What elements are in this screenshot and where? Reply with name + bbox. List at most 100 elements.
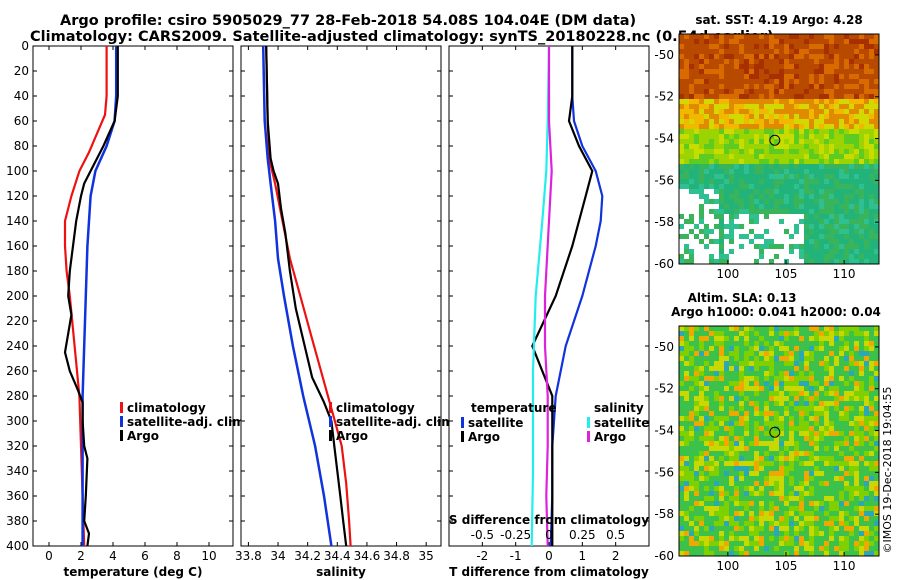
map-cell xyxy=(779,199,785,205)
map-cell xyxy=(734,49,740,55)
map-cell xyxy=(679,496,685,502)
map-cell xyxy=(799,496,805,502)
map-cell xyxy=(689,346,695,352)
map-cell xyxy=(734,124,740,130)
map-cell xyxy=(789,199,795,205)
map-cell xyxy=(819,134,825,140)
map-cell xyxy=(704,521,710,527)
map-cell xyxy=(844,411,850,417)
map-cell xyxy=(799,346,805,352)
map-cell xyxy=(744,326,750,332)
map-cell xyxy=(769,421,775,427)
map-cell xyxy=(734,491,740,497)
map-cell xyxy=(694,229,700,235)
map-cell xyxy=(854,516,860,522)
map-cell xyxy=(739,441,745,447)
map-cell xyxy=(709,326,715,332)
map-cell xyxy=(679,526,685,532)
map-cell xyxy=(869,144,875,150)
map-cell xyxy=(869,129,875,135)
map-cell xyxy=(754,486,760,492)
map-cell xyxy=(704,356,710,362)
map-cell xyxy=(759,69,765,75)
map-cell xyxy=(844,174,850,180)
map-cell xyxy=(759,239,765,245)
map-cell xyxy=(699,194,705,200)
map-cell xyxy=(704,526,710,532)
map-cell xyxy=(699,381,705,387)
map-cell xyxy=(844,229,850,235)
map-cell xyxy=(694,536,700,542)
map-cell xyxy=(854,416,860,422)
map-cell xyxy=(684,184,690,190)
map-cell xyxy=(844,239,850,245)
map-cell xyxy=(804,511,810,517)
map-cell xyxy=(874,194,880,200)
map-cell xyxy=(834,34,840,40)
map-cell xyxy=(834,456,840,462)
map-cell xyxy=(744,466,750,472)
map-cell xyxy=(699,536,705,542)
map-cell xyxy=(844,476,850,482)
map-cell xyxy=(834,496,840,502)
map-cell xyxy=(794,511,800,517)
map-cell xyxy=(804,119,810,125)
map-cell xyxy=(699,361,705,367)
map-cell xyxy=(759,541,765,547)
map-cell xyxy=(769,371,775,377)
map-cell xyxy=(789,486,795,492)
map-cell xyxy=(839,69,845,75)
map-cell xyxy=(774,366,780,372)
map-cell xyxy=(689,204,695,210)
map-cell xyxy=(734,229,740,235)
map-cell xyxy=(684,74,690,80)
map-cell xyxy=(774,416,780,422)
map-cell xyxy=(819,119,825,125)
x-axis-label: temperature (deg C) xyxy=(64,565,203,579)
map-cell xyxy=(779,421,785,427)
map-cell xyxy=(679,124,685,130)
map-cell xyxy=(814,506,820,512)
map-cell xyxy=(824,119,830,125)
map-cell xyxy=(694,341,700,347)
map-cell xyxy=(684,54,690,60)
map-cell xyxy=(689,99,695,105)
map-cell xyxy=(794,214,800,220)
map-cell xyxy=(829,154,835,160)
map-cell xyxy=(759,249,765,255)
map-cell xyxy=(839,244,845,250)
map-cell xyxy=(774,551,780,557)
map-cell xyxy=(824,189,830,195)
map-cell xyxy=(694,184,700,190)
map-cell xyxy=(769,214,775,220)
map-cell xyxy=(749,401,755,407)
map-cell xyxy=(769,361,775,367)
map-cell xyxy=(799,411,805,417)
map-cell xyxy=(809,64,815,70)
map-cell xyxy=(754,214,760,220)
map-cell xyxy=(764,541,770,547)
map-cell xyxy=(749,239,755,245)
map-cell xyxy=(859,416,865,422)
map-cell xyxy=(774,114,780,120)
map-y-tick-label: -56 xyxy=(654,173,674,187)
map-cell xyxy=(699,39,705,45)
map-cell xyxy=(754,361,760,367)
map-cell xyxy=(764,229,770,235)
map-cell xyxy=(869,411,875,417)
map-cell xyxy=(854,94,860,100)
map-cell xyxy=(864,466,870,472)
map-cell xyxy=(814,59,820,65)
map-cell xyxy=(729,154,735,160)
map-cell xyxy=(719,366,725,372)
map-cell xyxy=(789,351,795,357)
map-cell xyxy=(849,64,855,70)
map-cell xyxy=(794,346,800,352)
map-cell xyxy=(689,224,695,230)
map-cell xyxy=(694,214,700,220)
map-cell xyxy=(709,124,715,130)
x-tick-label: 0 xyxy=(45,549,53,563)
map-cell xyxy=(719,39,725,45)
map-cell xyxy=(739,234,745,240)
